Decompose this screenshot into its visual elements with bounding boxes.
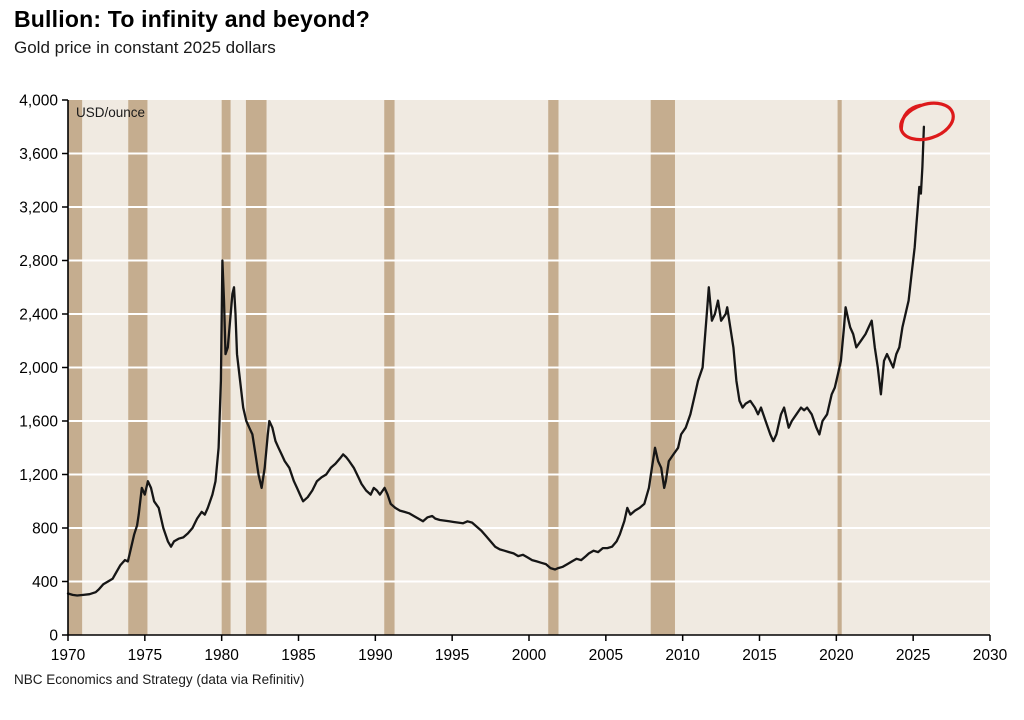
x-tick-label: 1990 bbox=[358, 647, 393, 664]
annotation-group bbox=[899, 101, 955, 142]
x-tick-label: 2020 bbox=[819, 647, 854, 664]
source-note: NBC Economics and Strategy (data via Ref… bbox=[14, 672, 305, 687]
x-tick-label: 1975 bbox=[128, 647, 162, 664]
y-tick-label: 4,000 bbox=[19, 93, 58, 110]
y-tick-label: 800 bbox=[32, 521, 58, 538]
y-tick-label: 400 bbox=[32, 574, 58, 591]
page-title: Bullion: To infinity and beyond? bbox=[14, 6, 371, 32]
x-tick-label: 2005 bbox=[589, 647, 623, 664]
y-tick-label: 3,600 bbox=[19, 146, 58, 163]
gold-price-line-chart: 0 400 800 1,200 1,600 2,000 2,400 2,800 3,200 3,6… bbox=[19, 93, 1008, 665]
y-tick-label: 0 bbox=[49, 628, 58, 645]
x-tick-label: 1995 bbox=[435, 647, 469, 664]
y-tick-label: 1,200 bbox=[19, 467, 58, 484]
x-tick-label: 1980 bbox=[204, 647, 239, 664]
gold-price-line bbox=[66, 125, 926, 597]
x-tick-label: 2015 bbox=[742, 647, 776, 664]
x-tick-label: 2030 bbox=[973, 647, 1008, 664]
unit-label: USD/ounce bbox=[76, 105, 145, 120]
x-tick-label: 1970 bbox=[51, 647, 86, 664]
y-tick-label: 3,200 bbox=[19, 200, 58, 217]
y-tick-label: 2,400 bbox=[19, 307, 58, 324]
page-subtitle: Gold price in constant 2025 dollars bbox=[14, 38, 276, 57]
annotation-loop-tail bbox=[899, 103, 922, 132]
y-tick-label: 2,000 bbox=[19, 360, 58, 377]
x-tick-label: 2010 bbox=[665, 647, 700, 664]
x-tick-label: 2025 bbox=[896, 647, 930, 664]
x-tick-label: 1985 bbox=[281, 647, 315, 664]
x-tick-label: 2000 bbox=[512, 647, 547, 664]
y-tick-label: 1,600 bbox=[19, 414, 58, 431]
y-tick-label: 2,800 bbox=[19, 253, 58, 270]
